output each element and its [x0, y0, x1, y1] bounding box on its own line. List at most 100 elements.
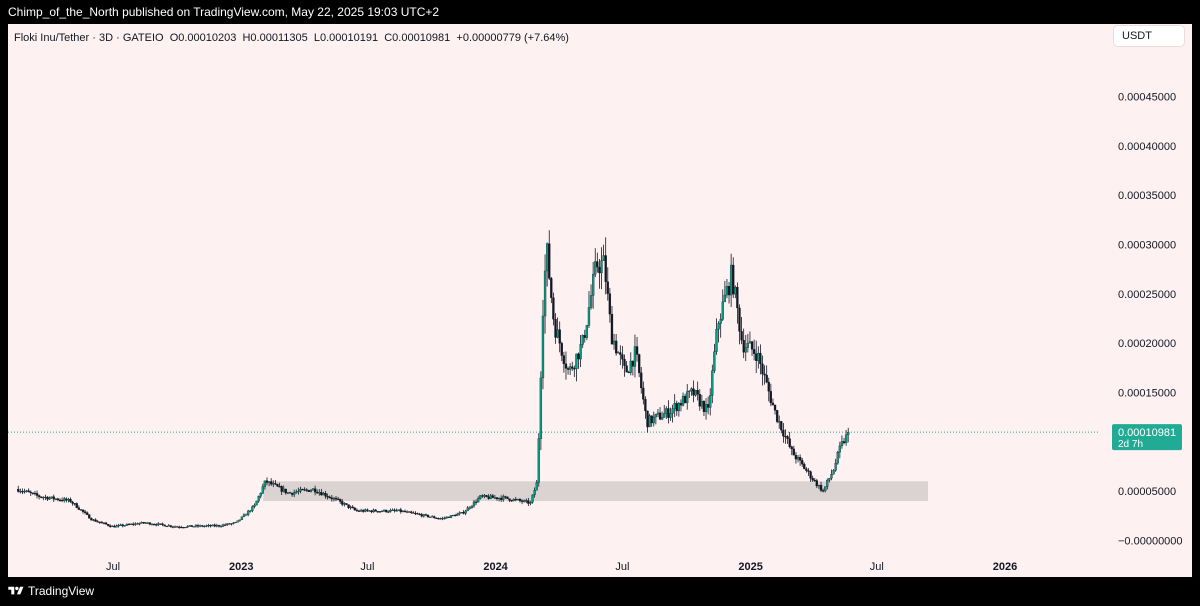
x-tick-label-6: Jul — [870, 561, 884, 573]
candle-body-243 — [525, 500, 528, 502]
candle-body-397 — [847, 432, 850, 435]
candle-body-170 — [372, 509, 375, 513]
candle-body-58 — [138, 523, 141, 525]
candle-body-90 — [205, 525, 208, 527]
candle-body-77 — [178, 526, 181, 528]
candle-body-238 — [514, 499, 517, 501]
candle-body-123 — [274, 483, 277, 485]
candle-body-358 — [765, 374, 768, 383]
candle-body-385 — [821, 490, 825, 492]
candle-body-72 — [167, 525, 170, 527]
candle-body-97 — [219, 526, 223, 528]
candle-body-35 — [90, 518, 93, 521]
candle-body-59 — [140, 522, 143, 524]
candle-body-146 — [322, 493, 325, 496]
candle-body-276 — [594, 261, 597, 275]
candle-body-359 — [767, 381, 770, 392]
candle-body-106 — [238, 519, 241, 521]
candle-body-347 — [742, 340, 745, 353]
candle-body-387 — [826, 480, 829, 487]
x-tick-label-7: 2026 — [993, 561, 1017, 573]
candle-body-220 — [477, 498, 480, 503]
candle-body-242 — [523, 500, 526, 502]
candle-body-384 — [819, 485, 823, 491]
candle-body-269 — [579, 344, 582, 360]
y-tick-label-4: 0.00025000 — [1118, 289, 1176, 301]
candle-body-263 — [566, 368, 570, 370]
candle-body-351 — [750, 341, 754, 350]
candle-body-134 — [297, 490, 300, 493]
candle-body-349 — [746, 343, 750, 348]
candle-body-16 — [50, 496, 53, 499]
candle-body-311 — [667, 408, 670, 418]
candle-body-3 — [23, 491, 26, 493]
candle-body-39 — [98, 521, 101, 523]
candle-body-240 — [518, 499, 522, 501]
candle-body-266 — [573, 368, 576, 370]
candle-body-392 — [836, 452, 839, 464]
candle-body-93 — [211, 524, 214, 527]
candle-body-74 — [171, 526, 175, 528]
candle-body-322 — [690, 388, 693, 392]
candle-body-378 — [807, 470, 810, 472]
candle-body-280 — [602, 255, 605, 261]
low-value: L0.00010191 — [313, 32, 379, 44]
candle-body-229 — [495, 497, 499, 500]
y-tick-label-6: 0.00015000 — [1118, 388, 1176, 400]
candle-body-244 — [527, 500, 530, 504]
candle-body-389 — [830, 473, 833, 479]
candle-body-56 — [134, 523, 137, 525]
candle-body-306 — [656, 412, 660, 415]
candle-body-111 — [249, 510, 252, 512]
candle-body-198 — [431, 516, 434, 518]
candle-body-224 — [485, 495, 488, 497]
candle-body-205 — [445, 516, 448, 519]
candle-body-336 — [719, 319, 722, 324]
candle-body-372 — [794, 454, 798, 460]
symbol-label[interactable]: Floki Inu/Tether · 3D · GATEIO — [14, 32, 164, 44]
candle-body-249 — [537, 438, 540, 483]
candle-body-271 — [583, 335, 586, 338]
candle-body-197 — [428, 516, 432, 518]
candle-body-235 — [508, 498, 511, 501]
candle-body-94 — [213, 524, 216, 527]
candle-body-175 — [382, 509, 386, 512]
candle-body-316 — [677, 403, 681, 412]
candle-body-325 — [696, 390, 699, 395]
candle-body-290 — [623, 359, 626, 366]
candle-body-206 — [447, 516, 451, 518]
candle-body-234 — [506, 496, 509, 499]
candle-body-320 — [686, 391, 689, 404]
footer-brand: TradingView — [28, 584, 95, 598]
candle-body-326 — [698, 394, 701, 407]
candle-body-265 — [571, 366, 574, 369]
candle-body-79 — [182, 527, 185, 529]
candle-body-99 — [224, 524, 227, 526]
candle-body-291 — [625, 365, 628, 373]
candle-body-76 — [175, 526, 179, 528]
candle-body-309 — [663, 413, 666, 418]
candle-body-126 — [280, 486, 283, 492]
candle-body-381 — [813, 479, 816, 482]
candle-body-221 — [479, 495, 482, 499]
candle-body-89 — [203, 525, 206, 528]
candle-body-375 — [801, 460, 804, 465]
change-value: +0.00000779 (+7.64%) — [456, 32, 569, 44]
candle-body-212 — [460, 511, 463, 514]
candle-body-17 — [52, 496, 55, 500]
currency-selector[interactable]: USDT — [1114, 26, 1184, 46]
candle-body-119 — [265, 480, 269, 483]
candle-body-10 — [37, 495, 41, 497]
candle-body-246 — [531, 494, 534, 503]
candle-body-98 — [221, 524, 225, 527]
candle-body-196 — [426, 514, 430, 518]
candle-body-180 — [393, 509, 396, 511]
candle-body-214 — [464, 510, 467, 514]
candle-body-61 — [144, 522, 147, 524]
candle-body-26 — [71, 501, 74, 504]
candle-body-64 — [150, 524, 154, 526]
y-tick-label-1: 0.00040000 — [1118, 141, 1176, 153]
candle-body-331 — [709, 395, 712, 408]
candle-body-288 — [619, 352, 622, 355]
